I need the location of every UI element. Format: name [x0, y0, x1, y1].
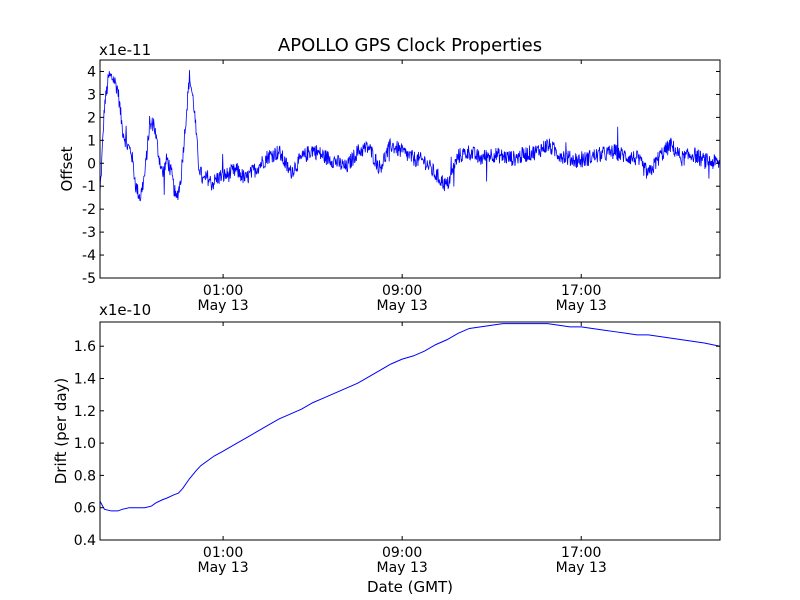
y-tick-label: -3 [82, 225, 96, 241]
chart-title: APOLLO GPS Clock Properties [278, 35, 542, 56]
x-tick-label-date: May 13 [197, 560, 248, 576]
y-tick-label: 0.4 [74, 533, 96, 549]
y-tick-label: -4 [82, 248, 96, 264]
x-tick-label-time: 17:00 [561, 545, 601, 561]
y-tick-label: 3 [87, 87, 96, 103]
y-tick-label: -2 [82, 202, 96, 218]
y-tick-label: 0.6 [74, 501, 96, 517]
drift-series-line [100, 323, 720, 512]
y-tick-label: -1 [82, 179, 96, 195]
y-tick-label: 4 [87, 64, 96, 80]
x-tick-label-time: 09:00 [382, 283, 422, 299]
y-tick-label: 1.6 [74, 339, 96, 355]
drift-y-axis-label: Drift (per day) [52, 378, 70, 485]
drift-plot-frame [99, 321, 721, 541]
y-tick-label: -5 [82, 271, 96, 287]
y-tick-label: 1.4 [74, 372, 96, 388]
offset-series-line [100, 70, 720, 202]
x-tick-label-date: May 13 [556, 298, 607, 314]
y-tick-label: 2 [87, 110, 96, 126]
y-tick-label: 0.8 [74, 468, 96, 484]
x-tick-label-date: May 13 [556, 560, 607, 576]
y-tick-label: 0 [87, 156, 96, 172]
y-tick-label: 1 [87, 133, 96, 149]
offset-y-ticks: -5 -4 -3 -2 -1 0 1 2 3 4 [82, 64, 720, 287]
x-tick-label-time: 01:00 [203, 545, 243, 561]
y-tick-label: 1.0 [74, 436, 96, 452]
offset-y-axis-label: Offset [58, 146, 76, 191]
x-tick-label-date: May 13 [197, 298, 248, 314]
x-tick-label-date: May 13 [377, 560, 428, 576]
y-tick-label: 1.2 [74, 404, 96, 420]
drift-panel: x1e-10 Drift (per day) 0.4 0.6 0.8 1.0 1.2 1.… [52, 301, 721, 576]
offset-scale-label: x1e-11 [99, 41, 151, 59]
x-tick-label-time: 17:00 [561, 283, 601, 299]
x-tick-label-time: 09:00 [382, 545, 422, 561]
x-tick-label-time: 01:00 [203, 283, 243, 299]
x-tick-label-date: May 13 [377, 298, 428, 314]
drift-scale-label: x1e-10 [99, 301, 151, 319]
x-axis-label: Date (GMT) [367, 578, 453, 596]
offset-plot-frame [99, 59, 721, 279]
drift-y-ticks: 0.4 0.6 0.8 1.0 1.2 1.4 1.6 [74, 339, 720, 549]
